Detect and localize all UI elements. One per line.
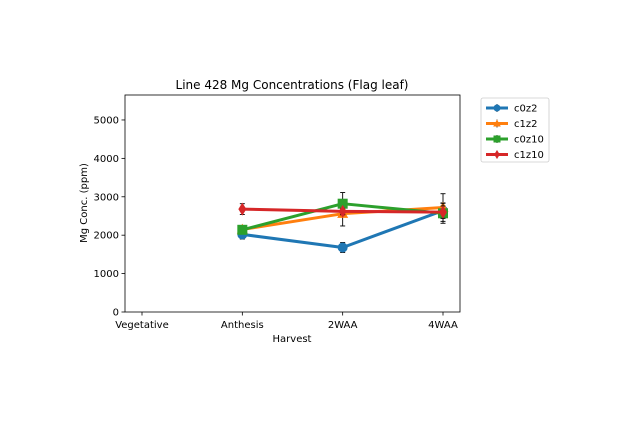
x-tick-label: 2WAA — [328, 320, 358, 331]
chart-title: Line 428 Mg Concentrations (Flag leaf) — [176, 78, 409, 92]
data-point — [338, 204, 347, 218]
y-tick-label: 0 — [113, 308, 119, 319]
legend-label: c0z10 — [514, 135, 544, 146]
legend-label: c1z2 — [514, 119, 537, 130]
series-c1z10 — [238, 202, 447, 219]
plot-frame — [124, 94, 461, 313]
legend-marker — [493, 135, 501, 143]
data-point — [337, 198, 348, 209]
legend-label: c1z10 — [514, 150, 544, 161]
x-tick-label: 4WAA — [428, 320, 458, 331]
y-tick-label: 1000 — [94, 269, 119, 280]
data-point — [337, 242, 348, 253]
y-tick-label: 4000 — [94, 154, 119, 165]
legend-marker — [493, 104, 501, 112]
plot-area — [236, 192, 449, 253]
legend: c0z2 c1z2 c0z10 c1z10 — [480, 97, 550, 163]
data-point — [237, 224, 248, 235]
legend-box — [480, 97, 550, 163]
y-tick-label: 3000 — [94, 192, 119, 203]
legend-entry: c1z2 — [486, 119, 537, 130]
y-axis-label: Mg Conc. (ppm) — [79, 163, 90, 243]
data-point — [439, 205, 447, 219]
x-tick-label: Anthesis — [221, 320, 264, 331]
legend-label: c0z2 — [514, 104, 537, 115]
x-axis-label: Harvest — [273, 334, 312, 345]
axes: 0 1000 2000 3000 4000 5000 Vegetative Anthesis 2… — [94, 94, 461, 331]
legend-entry: c0z10 — [486, 135, 544, 146]
legend-entry: c1z10 — [486, 149, 544, 161]
legend-entry: c0z2 — [486, 104, 537, 115]
data-point — [238, 202, 247, 216]
legend-marker — [494, 149, 500, 160]
y-tick-label: 5000 — [94, 115, 119, 126]
y-tick-label: 2000 — [94, 231, 119, 242]
legend-marker — [493, 119, 501, 127]
x-tick-label: Vegetative — [115, 320, 169, 331]
